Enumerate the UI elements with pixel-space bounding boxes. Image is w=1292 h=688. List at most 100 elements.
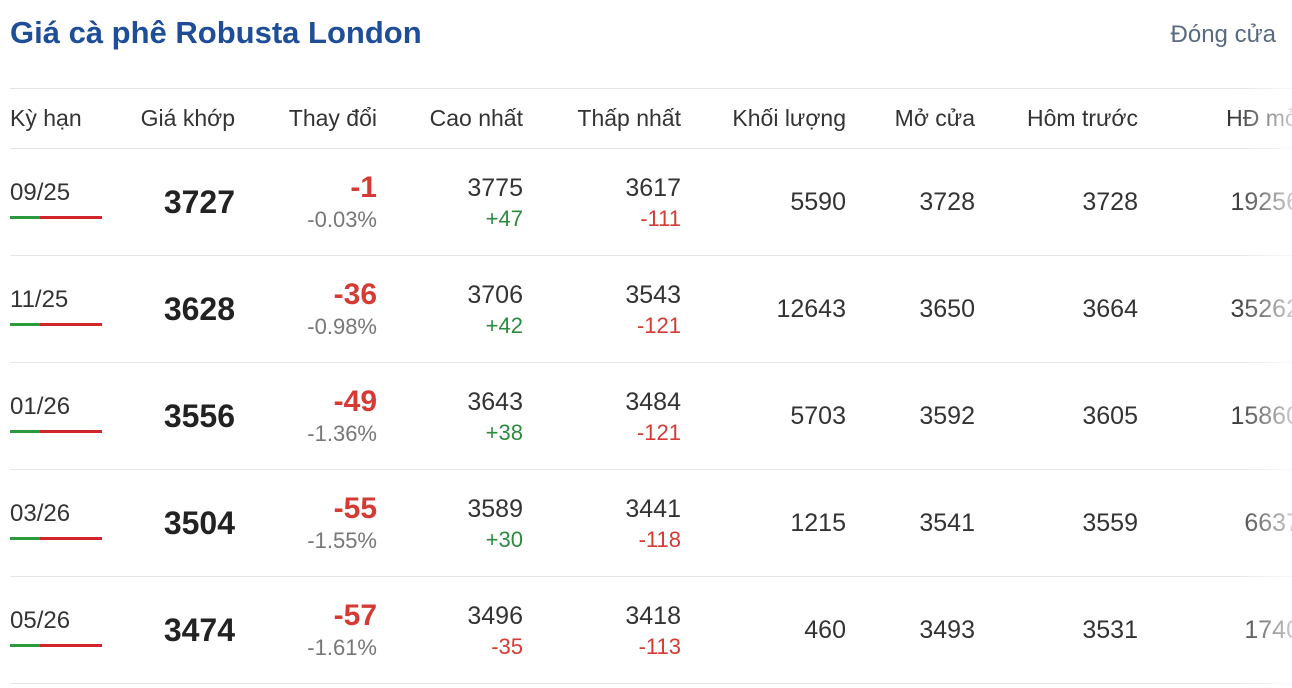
table-header-row: Kỳ hạn Giá khớp Thay đổi Cao nhất Thấp n… (10, 88, 1292, 149)
low-diff: -113 (638, 634, 681, 659)
price-cell: 3504 (120, 470, 245, 577)
change-value: -36 (333, 278, 377, 311)
match-price: 3628 (163, 290, 235, 327)
term-label: 01/26 (10, 392, 71, 420)
prev-cell: 3664 (1082, 294, 1138, 323)
high-value: 3775 (467, 174, 523, 202)
table-row: 03/26 3504 -55 -1.55% 3589 +30 3441 -118… (10, 470, 1292, 577)
high-value: 3496 (467, 602, 523, 630)
low-diff: -121 (636, 420, 681, 445)
match-price: 3504 (163, 504, 235, 541)
price-table-container: Kỳ hạn Giá khớp Thay đổi Cao nhất Thấp n… (10, 88, 1292, 684)
table-row: 09/25 3727 -1 -0.03% 3775 +47 3617 -111 … (10, 149, 1292, 256)
term-range-bar (10, 322, 102, 326)
price-cell: 3727 (120, 149, 245, 256)
high-diff: +47 (485, 206, 523, 231)
open-interest-cell: 35262 (1230, 294, 1292, 323)
high-diff: -35 (491, 634, 523, 659)
low-cell: 3418 -113 (533, 577, 691, 684)
volume-cell: 460 (804, 615, 846, 644)
prev-cell: 3605 (1082, 401, 1138, 430)
term-cell: 03/26 (10, 470, 120, 577)
high-value: 3706 (467, 281, 523, 309)
volume-cell: 1215 (790, 508, 846, 537)
change-cell: -49 -1.36% (245, 363, 387, 470)
low-value: 3617 (625, 174, 681, 202)
high-cell: 3496 -35 (387, 577, 533, 684)
change-value: -49 (333, 385, 377, 418)
high-diff: +30 (485, 527, 523, 552)
match-price: 3474 (163, 611, 235, 648)
match-price: 3556 (163, 397, 235, 434)
change-cell: -57 -1.61% (245, 577, 387, 684)
change-value: -57 (333, 599, 377, 632)
high-value: 3643 (467, 388, 523, 416)
high-diff: +38 (485, 420, 523, 445)
prev-cell: 3728 (1082, 187, 1138, 216)
price-table: Kỳ hạn Giá khớp Thay đổi Cao nhất Thấp n… (10, 88, 1292, 684)
change-percent: -1.36% (307, 421, 377, 446)
col-header-high: Cao nhất (387, 88, 533, 149)
col-header-term: Kỳ hạn (10, 88, 120, 149)
open-cell: 3728 (919, 187, 975, 216)
low-diff: -118 (638, 527, 681, 552)
term-range-bar (10, 643, 102, 647)
low-diff: -111 (640, 206, 681, 231)
change-cell: -1 -0.03% (245, 149, 387, 256)
col-header-price: Giá khớp (120, 88, 245, 149)
change-cell: -36 -0.98% (245, 256, 387, 363)
change-percent: -0.03% (307, 207, 377, 232)
high-value: 3589 (467, 495, 523, 523)
change-cell: -55 -1.55% (245, 470, 387, 577)
open-cell: 3650 (919, 294, 975, 323)
table-row: 11/25 3628 -36 -0.98% 3706 +42 3543 -121… (10, 256, 1292, 363)
term-range-bar (10, 536, 102, 540)
col-header-change: Thay đổi (245, 88, 387, 149)
open-cell: 3493 (919, 615, 975, 644)
open-interest-cell: 1740 (1244, 615, 1292, 644)
open-cell: 3541 (919, 508, 975, 537)
low-value: 3418 (625, 602, 681, 630)
low-diff: -121 (636, 313, 681, 338)
price-cell: 3556 (120, 363, 245, 470)
prev-cell: 3531 (1082, 615, 1138, 644)
term-range-bar (10, 215, 102, 219)
term-cell: 05/26 (10, 577, 120, 684)
term-range-bar (10, 429, 102, 433)
low-cell: 3484 -121 (533, 363, 691, 470)
col-header-volume: Khối lượng (691, 88, 856, 149)
low-cell: 3441 -118 (533, 470, 691, 577)
low-cell: 3617 -111 (533, 149, 691, 256)
change-percent: -1.61% (307, 635, 377, 660)
prev-cell: 3559 (1082, 508, 1138, 537)
price-cell: 3474 (120, 577, 245, 684)
high-cell: 3706 +42 (387, 256, 533, 363)
low-value: 3441 (625, 495, 681, 523)
open-interest-cell: 6637 (1244, 508, 1292, 537)
open-cell: 3592 (919, 401, 975, 430)
change-percent: -1.55% (307, 528, 377, 553)
low-cell: 3543 -121 (533, 256, 691, 363)
price-cell: 3628 (120, 256, 245, 363)
change-value: -1 (350, 171, 377, 204)
high-cell: 3775 +47 (387, 149, 533, 256)
change-percent: -0.98% (307, 314, 377, 339)
col-header-low: Thấp nhất (533, 88, 691, 149)
term-label: 05/26 (10, 606, 71, 634)
page-title: Giá cà phê Robusta London (10, 15, 422, 50)
market-status: Đóng cửa (1170, 21, 1276, 48)
col-header-open-interest: HĐ mở (1148, 88, 1292, 149)
term-label: 11/25 (10, 285, 69, 313)
table-row: 01/26 3556 -49 -1.36% 3643 +38 3484 -121… (10, 363, 1292, 470)
low-value: 3543 (625, 281, 681, 309)
term-label: 03/26 (10, 499, 71, 527)
high-cell: 3589 +30 (387, 470, 533, 577)
low-value: 3484 (625, 388, 681, 416)
table-row: 05/26 3474 -57 -1.61% 3496 -35 3418 -113… (10, 577, 1292, 684)
term-label: 09/25 (10, 178, 71, 206)
high-cell: 3643 +38 (387, 363, 533, 470)
term-cell: 01/26 (10, 363, 120, 470)
volume-cell: 12643 (776, 294, 846, 323)
volume-cell: 5590 (790, 187, 846, 216)
